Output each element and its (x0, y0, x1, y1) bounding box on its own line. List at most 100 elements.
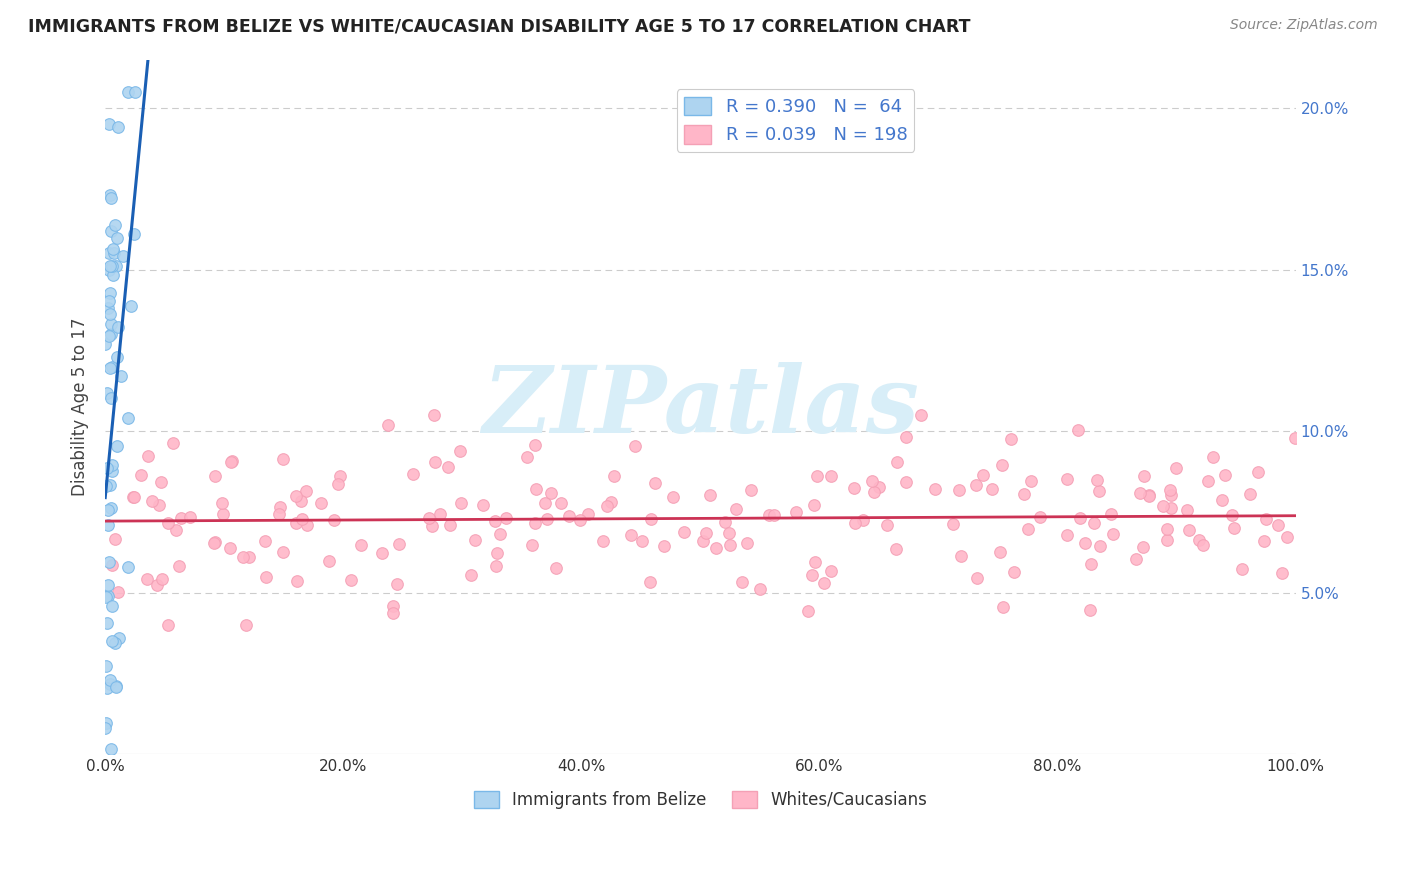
Point (381, 599, 404, 613)
Point (423, 408, 446, 422)
Point (101, 259, 124, 273)
Point (238, 549, 260, 564)
Point (813, 576, 835, 591)
Point (1160, 488, 1182, 502)
Point (100, 742, 122, 756)
Point (1275, 530, 1298, 544)
Point (1083, 516, 1105, 530)
Point (806, 468, 828, 483)
Point (284, 489, 307, 503)
Point (94, 590, 117, 604)
Point (1284, 431, 1306, 445)
Point (269, 500, 291, 515)
Point (98, 188, 121, 202)
Point (98, 285, 121, 300)
Point (852, 513, 875, 527)
Point (1017, 522, 1039, 536)
Point (536, 511, 558, 525)
Point (107, 120, 129, 134)
Point (1000, 432, 1022, 446)
Point (1156, 522, 1178, 536)
Point (167, 559, 190, 574)
Point (328, 476, 350, 491)
Point (100, 391, 122, 405)
Point (576, 507, 599, 521)
Point (98, 361, 121, 376)
Point (105, 260, 128, 274)
Point (464, 533, 486, 547)
Point (284, 516, 307, 530)
Point (131, 467, 153, 482)
Point (980, 482, 1002, 496)
Point (950, 549, 973, 563)
Point (104, 636, 127, 650)
Point (271, 451, 294, 466)
Point (436, 460, 458, 475)
Point (1056, 472, 1078, 486)
Point (1078, 603, 1101, 617)
Point (1087, 484, 1109, 499)
Legend: Immigrants from Belize, Whites/Caucasians: Immigrants from Belize, Whites/Caucasian… (467, 784, 934, 815)
Point (844, 516, 866, 530)
Point (484, 514, 506, 528)
Point (868, 480, 890, 494)
Point (638, 575, 661, 590)
Point (211, 495, 233, 509)
Point (221, 455, 243, 469)
Point (122, 227, 145, 241)
Point (876, 518, 898, 533)
Point (485, 546, 508, 560)
Point (385, 577, 408, 591)
Point (294, 483, 316, 498)
Point (820, 469, 842, 483)
Point (449, 444, 471, 458)
Point (592, 533, 614, 548)
Point (748, 582, 770, 596)
Point (661, 490, 683, 504)
Point (718, 538, 741, 552)
Point (1164, 460, 1187, 475)
Point (100, 500, 122, 515)
Point (1069, 510, 1091, 524)
Point (966, 570, 988, 584)
Point (820, 564, 842, 578)
Point (699, 487, 721, 501)
Point (762, 508, 785, 523)
Point (97, 246, 120, 260)
Point (98, 677, 121, 691)
Point (717, 525, 740, 540)
Point (100, 224, 122, 238)
Point (640, 512, 662, 526)
Point (101, 599, 124, 613)
Point (1188, 533, 1211, 548)
Point (339, 573, 361, 587)
Point (122, 490, 145, 504)
Point (105, 680, 128, 694)
Point (948, 483, 970, 497)
Point (1223, 521, 1246, 535)
Point (797, 604, 820, 618)
Point (523, 438, 546, 452)
Point (329, 468, 352, 483)
Point (1156, 533, 1178, 548)
Point (165, 523, 187, 537)
Point (104, 679, 127, 693)
Point (254, 533, 277, 548)
Point (121, 490, 143, 504)
Point (524, 482, 547, 496)
Point (991, 599, 1014, 614)
Point (235, 618, 257, 632)
Point (894, 475, 917, 489)
Point (136, 572, 159, 586)
Point (740, 483, 762, 498)
Point (1202, 450, 1225, 464)
Point (631, 534, 654, 549)
Point (295, 517, 318, 532)
Point (863, 485, 886, 500)
Point (644, 475, 666, 490)
Point (97, 517, 120, 532)
Point (124, 85, 146, 99)
Point (96, 461, 118, 475)
Point (1129, 486, 1152, 500)
Point (894, 430, 917, 444)
